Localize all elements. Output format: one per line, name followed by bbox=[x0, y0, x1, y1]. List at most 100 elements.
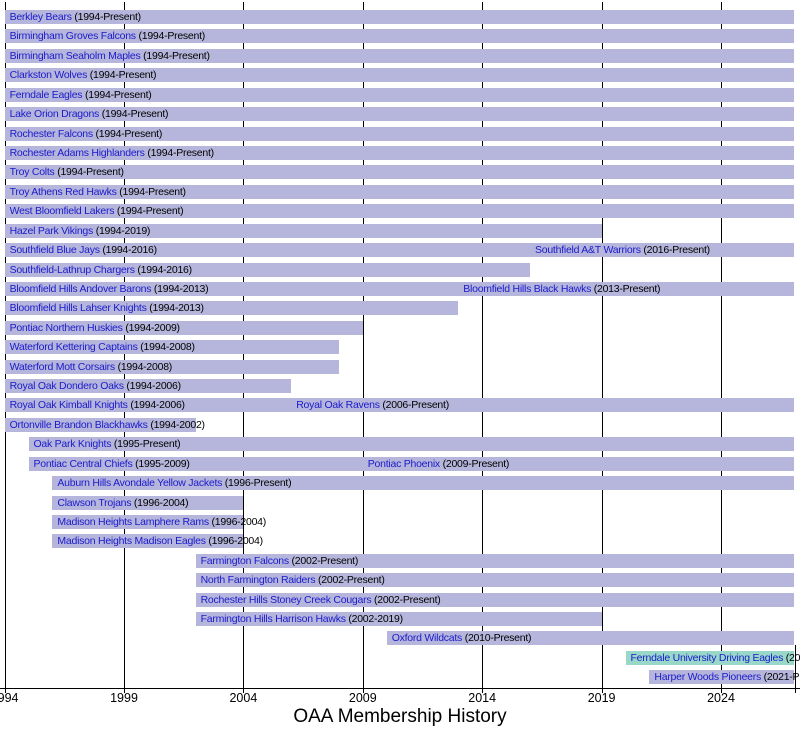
team-link[interactable]: Ferndale Eagles bbox=[9, 88, 83, 101]
membership-years: (1994-Present) bbox=[71, 11, 141, 23]
bar-label: Troy Colts (1994-Present) bbox=[10, 166, 124, 179]
team-link[interactable]: Troy Colts bbox=[9, 166, 55, 179]
bar-label: West Bloomfield Lakers (1994-Present) bbox=[10, 205, 184, 218]
membership-bar bbox=[4, 379, 292, 393]
membership-bar bbox=[4, 107, 794, 122]
team-link[interactable]: Madison Heights Lamphere Rams bbox=[57, 515, 209, 528]
team-link[interactable]: Madison Heights Madison Eagles bbox=[57, 535, 206, 548]
bar-label: Lake Orion Dragons (1994-Present) bbox=[10, 108, 169, 121]
bar-label: Oxford Wildcats (2010-Present) bbox=[392, 632, 532, 645]
team-link[interactable]: Pontiac Phoenix bbox=[367, 457, 440, 470]
bar-label: Birmingham Seaholm Maples (1994-Present) bbox=[10, 50, 210, 63]
team-link[interactable]: Lake Orion Dragons bbox=[9, 108, 100, 121]
membership-bar bbox=[458, 281, 794, 296]
membership-bar bbox=[52, 514, 244, 529]
team-link[interactable]: Clarkston Wolves bbox=[9, 69, 88, 82]
team-link[interactable]: Royal Oak Ravens bbox=[296, 399, 380, 412]
team-link[interactable]: Pontiac Northern Huskies bbox=[9, 321, 123, 334]
membership-years: (2009-Present) bbox=[439, 457, 510, 470]
membership-bar bbox=[4, 126, 794, 141]
team-link[interactable]: Waterford Mott Corsairs bbox=[9, 360, 116, 373]
team-link[interactable]: Pontiac Central Chiefs bbox=[33, 457, 133, 470]
gridline-2009 bbox=[362, 2, 364, 688]
membership-years: (1994-Present) bbox=[144, 146, 214, 159]
bar-label: Bloomfield Hills Black Hawks (2013-Prese… bbox=[463, 283, 660, 296]
team-link[interactable]: Birmingham Groves Falcons bbox=[9, 30, 136, 43]
bar-label: Rochester Falcons (1994-Present) bbox=[10, 128, 163, 141]
team-link[interactable]: Oak Park Knights bbox=[33, 438, 112, 451]
membership-years: (1994-Present) bbox=[82, 88, 152, 101]
team-link[interactable]: Harper Woods Pioneers bbox=[654, 671, 762, 684]
bar-label: Birmingham Groves Falcons (1994-Present) bbox=[9, 30, 206, 43]
membership-years: (1994-2019) bbox=[93, 224, 151, 237]
team-link[interactable]: Waterford Kettering Captains bbox=[9, 341, 138, 354]
membership-years: (1996-2004) bbox=[205, 535, 263, 548]
membership-years: (1994-Present) bbox=[135, 30, 206, 43]
bar-label: North Farmington Raiders (2002-Present) bbox=[201, 574, 385, 587]
membership-years: (1994-2016) bbox=[134, 263, 192, 276]
team-link[interactable]: Berkley Bears bbox=[9, 11, 72, 23]
team-link[interactable]: Southfield A&T Warriors bbox=[535, 244, 641, 256]
membership-bar bbox=[386, 631, 794, 646]
team-link[interactable]: Troy Athens Red Hawks bbox=[9, 185, 117, 198]
membership-bar bbox=[4, 48, 794, 63]
bar-label: Farmington Hills Harrison Hawks (2002-20… bbox=[200, 613, 404, 626]
team-link[interactable]: Bloomfield Hills Andover Barons bbox=[9, 282, 152, 295]
gridline-2024 bbox=[721, 2, 722, 688]
gridline-2014 bbox=[482, 2, 484, 688]
membership-bar bbox=[4, 281, 459, 296]
membership-years: (2002-Present) bbox=[315, 574, 385, 587]
membership-bar bbox=[4, 87, 794, 102]
membership-bar bbox=[625, 650, 794, 665]
team-link[interactable]: North Farmington Raiders bbox=[200, 574, 316, 587]
team-link[interactable]: Clawson Trojans bbox=[57, 496, 132, 509]
team-link[interactable]: Royal Oak Dondero Oaks bbox=[9, 380, 124, 392]
membership-years: (1994-2008) bbox=[137, 341, 195, 354]
membership-bar bbox=[4, 301, 459, 316]
tick-label-1999: 1999 bbox=[110, 691, 138, 705]
team-link[interactable]: West Bloomfield Lakers bbox=[9, 205, 115, 218]
membership-bar bbox=[4, 29, 794, 44]
team-link[interactable]: Auburn Hills Avondale Yellow Jackets bbox=[57, 477, 223, 490]
membership-years: (1994-2013) bbox=[146, 302, 204, 315]
team-link[interactable]: Rochester Falcons bbox=[9, 127, 94, 140]
team-link[interactable]: Royal Oak Kimball Knights bbox=[9, 399, 128, 412]
team-link[interactable]: Oxford Wildcats bbox=[391, 632, 463, 645]
membership-years: (1994-2008) bbox=[114, 360, 173, 373]
team-link[interactable]: Farmington Falcons bbox=[200, 554, 290, 567]
bar-label: Royal Oak Kimball Knights (1994-2006) bbox=[10, 399, 185, 412]
bar-label: Berkley Bears (1994-Present) bbox=[9, 11, 142, 24]
bar-label: Royal Oak Dondero Oaks (1994-2006) bbox=[9, 380, 182, 393]
team-link[interactable]: Ortonville Brandon Blackhawks bbox=[9, 418, 148, 431]
axis-tick-2009 bbox=[362, 688, 364, 693]
team-link[interactable]: Ferndale University Driving Eagles bbox=[630, 651, 784, 664]
membership-years: (1996-2004) bbox=[208, 515, 267, 528]
team-link[interactable]: Rochester Hills Stoney Creek Cougars bbox=[200, 593, 372, 606]
membership-bar bbox=[4, 10, 794, 24]
team-link[interactable]: Birmingham Seaholm Maples bbox=[9, 49, 141, 62]
team-link[interactable]: Southfield Blue Jays bbox=[9, 244, 100, 256]
membership-bar bbox=[649, 670, 794, 685]
bar-label: Waterford Mott Corsairs (1994-2008) bbox=[9, 360, 173, 374]
timeline-end-line bbox=[795, 645, 796, 693]
membership-bar bbox=[4, 398, 292, 413]
team-link[interactable]: Hazel Park Vikings bbox=[9, 224, 94, 237]
team-link[interactable]: Bloomfield Hills Lahser Knights bbox=[9, 302, 147, 315]
tick-label-2019: 2019 bbox=[587, 691, 616, 705]
bar-label: Madison Heights Lamphere Rams (1996-2004… bbox=[57, 516, 266, 529]
tick-label-2004: 2004 bbox=[229, 691, 258, 705]
membership-bar bbox=[530, 243, 794, 257]
team-link[interactable]: Farmington Hills Harrison Hawks bbox=[200, 613, 346, 625]
bar-label: Royal Oak Ravens (2006-Present) bbox=[296, 399, 449, 412]
tick-label-1994: 1994 bbox=[0, 691, 19, 705]
membership-bar bbox=[362, 456, 794, 471]
team-link[interactable]: Bloomfield Hills Black Hawks bbox=[463, 282, 592, 295]
bar-label: Pontiac Central Chiefs (1995-2009) bbox=[34, 458, 190, 471]
team-link[interactable]: Southfield-Lathrup Chargers bbox=[9, 263, 135, 276]
membership-years: (1994-Present) bbox=[140, 49, 210, 62]
team-link[interactable]: Rochester Adams Highlanders bbox=[9, 146, 145, 159]
tick-label-2014: 2014 bbox=[468, 691, 497, 705]
membership-years: (1994-2006) bbox=[123, 380, 181, 392]
membership-bar bbox=[195, 553, 794, 568]
